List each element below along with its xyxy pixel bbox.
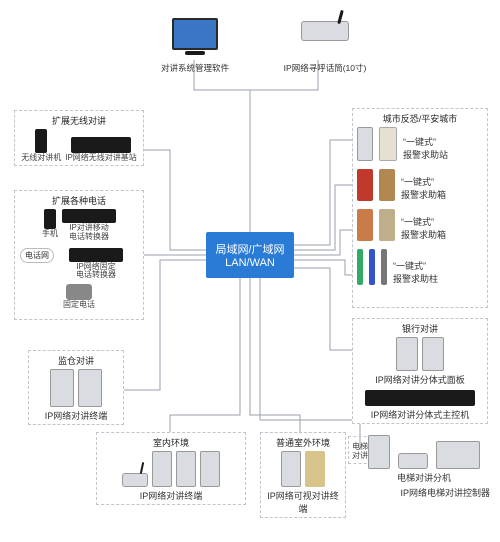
outdoor-title: 普通室外环境 xyxy=(265,436,341,449)
radio-label: 无线对讲机 xyxy=(21,154,61,163)
wireless-title: 扩展无线对讲 xyxy=(19,114,139,127)
device-mobile-conv xyxy=(62,209,116,223)
indoor-caption: IP网络对讲终端 xyxy=(101,489,241,502)
device-fixed-phone xyxy=(66,284,92,300)
device-elevator-ext xyxy=(368,435,390,469)
indoor-title: 室内环境 xyxy=(101,436,241,449)
device-prison-2 xyxy=(78,369,102,407)
device-prison-1 xyxy=(50,369,74,407)
device-indoor-1 xyxy=(152,451,172,487)
device-bank-host xyxy=(365,390,475,406)
prison-caption: IP网络对讲终端 xyxy=(33,409,119,422)
device-city-4b xyxy=(369,249,375,285)
hub-lanwan: 局域网/广域网 LAN/WAN xyxy=(206,232,294,278)
node-pager xyxy=(290,18,360,43)
bank-host-label: IP网络对讲分体式主控机 xyxy=(357,408,483,421)
city-title: 城市反恐/平安城市 xyxy=(357,112,483,125)
phones-title: 扩展各种电话 xyxy=(19,194,139,207)
outdoor-caption: IP网络可视对讲终端 xyxy=(265,489,341,515)
software-label: 对讲系统管理软件 xyxy=(150,62,240,74)
node-wireless: 扩展无线对讲 无线对讲机 IP网络无线对讲基站 xyxy=(14,110,144,166)
device-elevator-phone xyxy=(398,453,428,469)
pstn-bubble: 电话网 xyxy=(20,248,54,263)
device-city-1a xyxy=(357,127,373,161)
device-elevator-ctrl xyxy=(436,441,480,469)
city-item4: “一键式” 报警求助柱 xyxy=(393,259,438,285)
hub-line2: LAN/WAN xyxy=(206,257,294,269)
node-prison: 监仓对讲 IP网络对讲终端 xyxy=(28,350,124,425)
device-city-3b xyxy=(379,209,395,241)
bank-panel-label: IP网络对讲分体式面板 xyxy=(357,373,483,386)
node-elevator: 电梯对讲分机 IP网络电梯对讲控制器 xyxy=(354,432,494,501)
device-monitor xyxy=(172,18,218,55)
device-outdoor-1 xyxy=(281,451,301,487)
prison-title: 监仓对讲 xyxy=(33,354,119,367)
city-item1: “一键式” 报警求助站 xyxy=(403,135,448,161)
device-indoor-2 xyxy=(176,451,196,487)
hub-line1: 局域网/广域网 xyxy=(206,241,294,257)
bank-title: 银行对讲 xyxy=(357,322,483,335)
device-fixed-conv xyxy=(69,248,123,262)
elevator-ext-label: 电梯对讲分机 xyxy=(397,471,451,484)
device-bank-panel-1 xyxy=(396,337,418,371)
city-item2: “一键式” 报警求助箱 xyxy=(401,175,446,201)
device-indoor-mic xyxy=(122,473,148,487)
device-indoor-3 xyxy=(200,451,220,487)
pager-label: IP网络寻呼话筒(10寸) xyxy=(270,62,380,74)
node-software xyxy=(155,15,235,57)
node-indoor: 室内环境 IP网络对讲终端 xyxy=(96,432,246,505)
mobile-label: 手机 xyxy=(42,230,58,239)
node-city: 城市反恐/平安城市 “一键式” 报警求助站 “一键式” 报警求助箱 “一键式” … xyxy=(352,108,488,308)
elevator-ctrl-label: IP网络电梯对讲控制器 xyxy=(358,486,490,499)
city-item3: “一键式” 报警求助箱 xyxy=(401,215,446,241)
device-city-4c xyxy=(381,249,387,285)
device-mobile xyxy=(44,209,56,229)
device-city-2b xyxy=(379,169,395,201)
device-base-station xyxy=(71,137,131,153)
device-bank-panel-2 xyxy=(422,337,444,371)
elevator-title: 电梯 对讲 xyxy=(352,442,368,460)
node-bank: 银行对讲 IP网络对讲分体式面板 IP网络对讲分体式主控机 xyxy=(352,318,488,424)
fixed-phone-label: 固定电话 xyxy=(63,301,95,310)
device-pager xyxy=(294,21,356,41)
mobile-conv-label: IP对讲移动 电话转换器 xyxy=(69,224,109,242)
device-outdoor-2 xyxy=(305,451,325,487)
fixed-conv-label: IP网络固定 电话转换器 xyxy=(76,263,116,281)
device-city-3a xyxy=(357,209,373,241)
device-city-2a xyxy=(357,169,373,201)
device-radio xyxy=(35,129,47,153)
base-label: IP网络无线对讲基站 xyxy=(65,154,137,163)
device-city-4a xyxy=(357,249,363,285)
device-city-1b xyxy=(379,127,397,161)
node-outdoor: 普通室外环境 IP网络可视对讲终端 xyxy=(260,432,346,518)
